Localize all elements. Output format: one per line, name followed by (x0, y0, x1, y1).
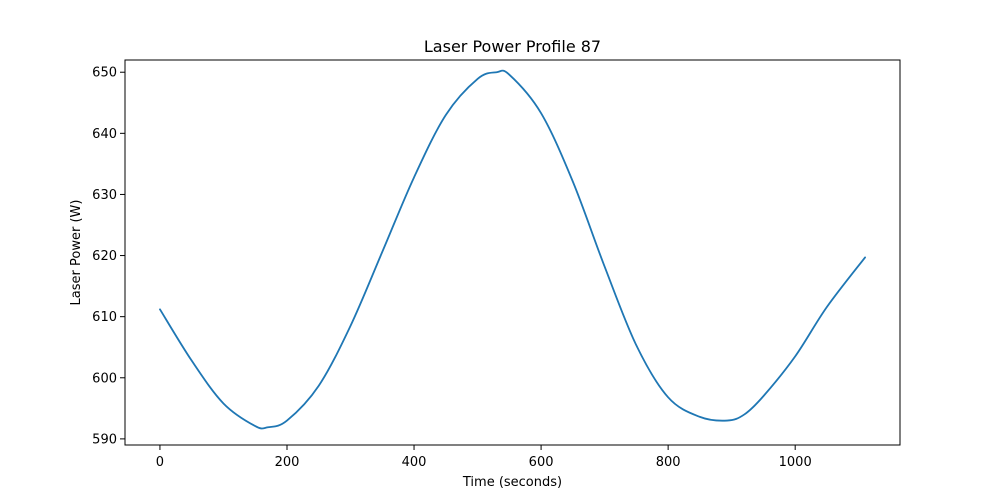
x-tick-label: 200 (275, 455, 300, 470)
y-tick-label: 590 (92, 432, 117, 447)
x-tick-label: 1000 (779, 455, 812, 470)
x-tick-label: 800 (656, 455, 681, 470)
y-axis-label: Laser Power (W) (69, 200, 84, 306)
plot-area-frame (124, 59, 901, 446)
y-tick-label: 610 (92, 310, 117, 325)
x-tick-label: 600 (529, 455, 554, 470)
y-tick-label: 600 (92, 371, 117, 386)
y-tick-label: 640 (92, 127, 117, 142)
chart-title: Laser Power Profile 87 (424, 37, 601, 56)
x-tick-label: 400 (402, 455, 427, 470)
y-tick-label: 630 (92, 188, 117, 203)
x-axis-ticks: 0 200 400 600 800 1000 (156, 445, 812, 470)
y-axis-ticks: 590 600 610 620 630 640 650 (92, 66, 125, 447)
y-tick-label: 650 (92, 66, 117, 81)
x-axis-label: Time (seconds) (462, 475, 562, 490)
series-line (159, 69, 866, 430)
x-tick-label: 0 (156, 455, 164, 470)
y-tick-label: 620 (92, 249, 117, 264)
